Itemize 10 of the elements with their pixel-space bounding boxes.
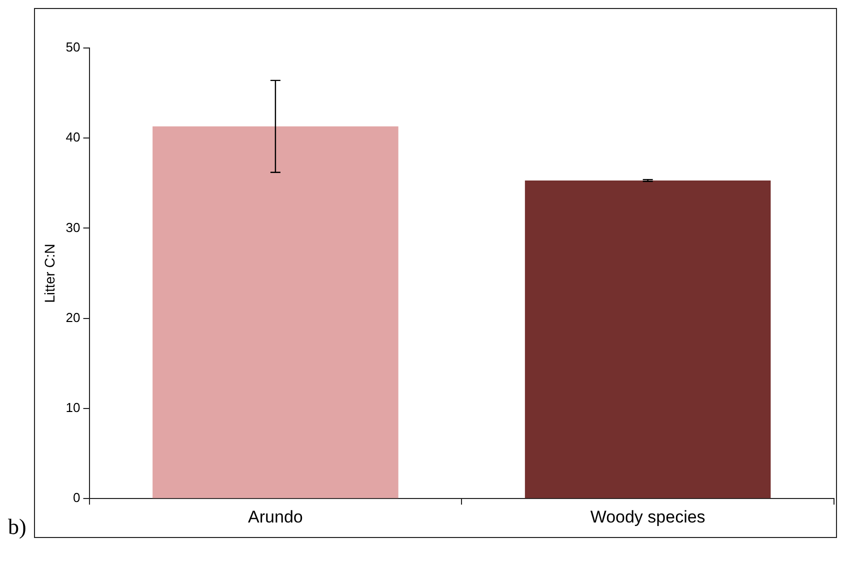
y-tick-label: 20 [66,310,80,325]
text: b) [8,514,26,539]
y-axis-title: Litter C:N [41,244,58,303]
x-tick-label: Woody species [590,507,706,526]
y-tick-label: 30 [66,220,80,235]
y-tick-label: 50 [66,40,80,55]
y-tick-label: 10 [66,400,80,416]
y-tick-label: 40 [66,130,80,145]
x-tick-label: Arundo [248,507,303,526]
y-tick-label: 0 [73,490,80,506]
